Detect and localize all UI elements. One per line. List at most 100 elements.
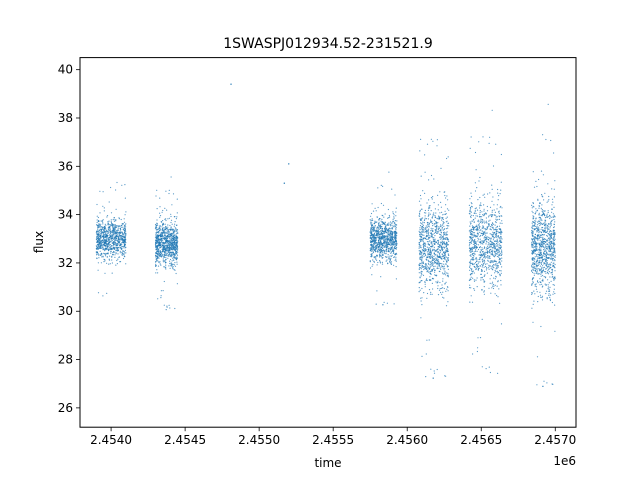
data-point [97,232,99,234]
data-point [99,250,101,252]
data-point [553,238,555,240]
data-point [385,236,387,238]
data-point [488,223,490,225]
data-point [553,288,555,290]
data-point [425,376,427,378]
data-point [436,262,438,264]
data-point [386,223,388,226]
data-point [168,233,170,235]
data-point [116,236,118,238]
data-point [111,232,113,234]
data-point [478,141,480,143]
data-point [384,232,386,235]
data-point [156,254,158,256]
data-point [115,252,117,254]
data-point [447,253,449,255]
data-point [531,307,533,309]
data-point [100,241,102,243]
data-point [424,231,426,233]
data-point [388,214,390,217]
data-point [98,243,100,245]
data-point [536,255,538,257]
data-point [535,267,537,269]
data-point [99,238,101,240]
data-point [122,250,124,253]
data-point [176,229,178,231]
data-point [532,321,534,323]
data-point [490,267,492,269]
data-point [474,246,476,248]
data-point [532,268,534,270]
data-point [376,233,379,235]
data-point [107,243,109,245]
data-point [97,234,99,237]
data-point [445,204,447,206]
data-point [98,257,100,259]
data-point [487,239,489,241]
data-point [373,244,375,246]
data-point [543,246,545,249]
data-point [393,242,396,244]
data-point [159,197,161,199]
data-point [479,246,481,248]
data-point [549,286,551,288]
data-point [476,277,478,279]
data-point [540,251,542,253]
data-point [549,217,551,220]
data-point [431,245,433,247]
data-point [553,219,555,221]
data-point [443,241,445,243]
data-point [438,230,440,232]
data-point [378,253,381,255]
data-point [106,292,108,294]
data-point [155,261,157,263]
data-point [477,237,479,239]
data-point [495,271,497,273]
data-point [447,272,449,274]
data-point [473,235,475,237]
data-point [430,269,433,271]
data-point [389,234,391,236]
data-point [427,259,430,261]
data-point [476,235,478,237]
data-point [159,229,161,231]
data-point [422,231,424,233]
data-point [113,227,115,229]
data-point [112,237,114,240]
data-point [478,241,481,243]
data-point [553,266,555,268]
data-point [494,240,496,242]
data-point [388,230,390,232]
data-point [103,236,105,238]
data-point [546,216,548,218]
data-point [554,260,556,262]
data-point [429,237,431,239]
data-point [433,372,436,374]
data-point [483,281,485,283]
data-point [472,232,474,234]
data-point [501,207,503,209]
data-point [447,265,449,267]
data-point [542,174,545,176]
data-point [445,375,447,377]
data-point [486,232,488,234]
data-point [470,267,472,270]
data-point [491,268,493,270]
data-point [426,229,428,231]
data-point [163,238,165,241]
data-point [376,230,378,232]
data-point [532,282,534,284]
data-point [433,258,435,260]
data-point [371,249,373,251]
data-point [536,224,539,226]
data-point [97,228,99,230]
data-point [371,222,373,224]
data-point [475,229,477,231]
data-point [381,221,383,224]
data-point [392,218,394,220]
data-point [543,271,545,273]
data-point [429,252,431,254]
data-point [369,234,371,236]
data-point [495,221,497,224]
data-point [96,243,98,246]
